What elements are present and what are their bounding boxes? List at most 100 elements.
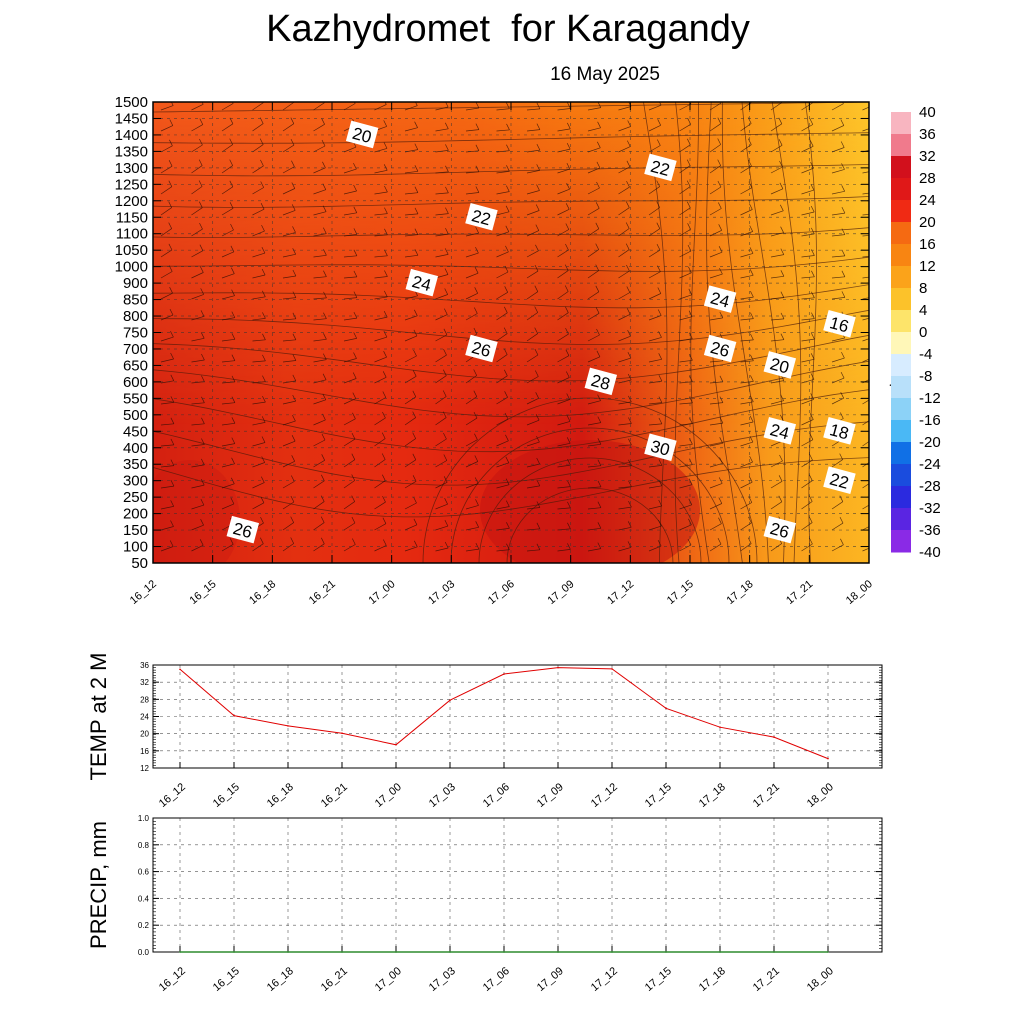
wind-barb	[496, 211, 510, 216]
wind-barb	[221, 165, 233, 174]
wind-barb-flag	[626, 160, 631, 167]
wind-barb-flag	[870, 433, 873, 439]
x-tick-label: 16_12	[157, 965, 188, 994]
wind-barb	[191, 103, 204, 111]
panel-y-label: TEMP at 2 M	[86, 653, 111, 781]
wind-barb	[831, 276, 845, 279]
y-tick-label: 36	[140, 661, 149, 670]
wind-barb-flag	[505, 478, 510, 485]
wind-barb	[160, 358, 174, 363]
contour-label-box	[763, 515, 797, 544]
wind-barb-flag	[505, 205, 510, 212]
wind-barb-flag	[809, 140, 814, 147]
wind-barb	[313, 167, 326, 174]
contour-label: 26	[465, 334, 498, 363]
wind-barb-flag	[444, 519, 449, 527]
wind-barb-flag	[778, 117, 783, 124]
contour-label-box	[703, 285, 737, 313]
wind-barb	[252, 339, 266, 342]
wind-barb	[252, 360, 266, 363]
wind-barb-flag	[444, 248, 449, 255]
wind-barb-flag	[840, 392, 845, 399]
wind-barb	[587, 443, 601, 447]
contour-label-box	[405, 268, 439, 297]
wind-barb	[648, 402, 662, 405]
wind-barb-flag	[168, 201, 173, 208]
wind-barb-flag	[780, 333, 785, 340]
wind-barb-flag	[200, 478, 205, 486]
contour-label: 24	[405, 268, 439, 297]
wind-barb	[343, 501, 355, 510]
wind-barb	[801, 399, 814, 405]
colorbar-tick-label: 0	[919, 324, 927, 341]
colorbar-segment	[891, 420, 911, 443]
x-tick-label: 17_12	[605, 578, 636, 607]
wind-barb-flag	[625, 222, 630, 229]
contour-label-text: 22	[828, 470, 851, 493]
wind-barb-flag	[260, 181, 265, 188]
contour-label-box	[465, 203, 498, 231]
y-tick-label: 1350	[115, 143, 148, 160]
y-tick-label: 500	[123, 407, 148, 424]
wind-barb	[709, 442, 723, 447]
wind-barb	[709, 186, 722, 195]
wind-barb-flag	[384, 102, 387, 105]
wind-barb	[801, 501, 813, 510]
wind-barb-flag	[506, 522, 510, 529]
wind-barb-flag	[657, 287, 662, 294]
panel-frame	[152, 664, 883, 769]
wind-barb-flag	[628, 417, 632, 424]
wind-barb	[862, 462, 869, 468]
y-tick-label: 300	[123, 473, 148, 490]
wind-barb-flag	[475, 165, 480, 172]
wind-barb	[770, 254, 784, 258]
wind-barb-flag	[170, 396, 175, 403]
wind-barb	[496, 271, 509, 279]
wind-barb	[221, 273, 235, 279]
wind-barb	[191, 337, 205, 342]
wind-barb-flag	[872, 165, 875, 171]
wind-barb-flag	[168, 180, 173, 187]
wind-barb-flag	[688, 310, 693, 317]
wind-barb	[526, 170, 540, 174]
wind-barb-flag	[229, 180, 234, 187]
wind-barb-flag	[503, 348, 508, 355]
wind-barb	[679, 207, 691, 216]
wind-barb	[740, 209, 753, 216]
wind-barb	[374, 459, 386, 468]
wind-barb	[648, 485, 662, 489]
wind-barb-flag	[473, 369, 478, 376]
wind-barb	[404, 417, 416, 426]
wind-barb	[618, 423, 632, 426]
colorbar-tick-label: 4	[919, 302, 927, 319]
wind-barb-flag	[443, 348, 447, 356]
wind-barb	[313, 233, 327, 237]
wind-barb-flag	[445, 144, 449, 151]
wind-barb	[343, 317, 357, 321]
wind-barb	[618, 465, 632, 468]
chart-subtitle: 16 May 2025	[550, 64, 660, 85]
wind-barb	[618, 146, 631, 153]
wind-barb-flag	[719, 267, 723, 275]
wind-barb-flag	[567, 522, 571, 529]
wind-barb	[252, 208, 265, 216]
wind-barb-flag	[688, 266, 692, 273]
contour-label-text: 22	[649, 157, 672, 180]
wind-barb	[252, 274, 266, 279]
wind-barb	[831, 501, 843, 510]
wind-barb	[557, 464, 571, 468]
wind-barb-flag	[750, 354, 754, 361]
wind-barb	[618, 207, 630, 216]
wind-barb-flag	[201, 417, 205, 424]
wind-barb-flag	[444, 541, 449, 549]
wind-barb-flag	[353, 249, 358, 256]
wind-barb	[313, 459, 325, 468]
contour-label-text: 24	[410, 272, 433, 295]
contour-label: 20	[763, 351, 797, 379]
wind-barb-flag	[170, 500, 175, 507]
contour-label: 22	[644, 153, 677, 182]
wind-barb-flag	[353, 311, 358, 319]
wind-barb	[587, 249, 599, 258]
wind-barb	[526, 291, 538, 300]
wind-barb-flag	[259, 537, 264, 544]
